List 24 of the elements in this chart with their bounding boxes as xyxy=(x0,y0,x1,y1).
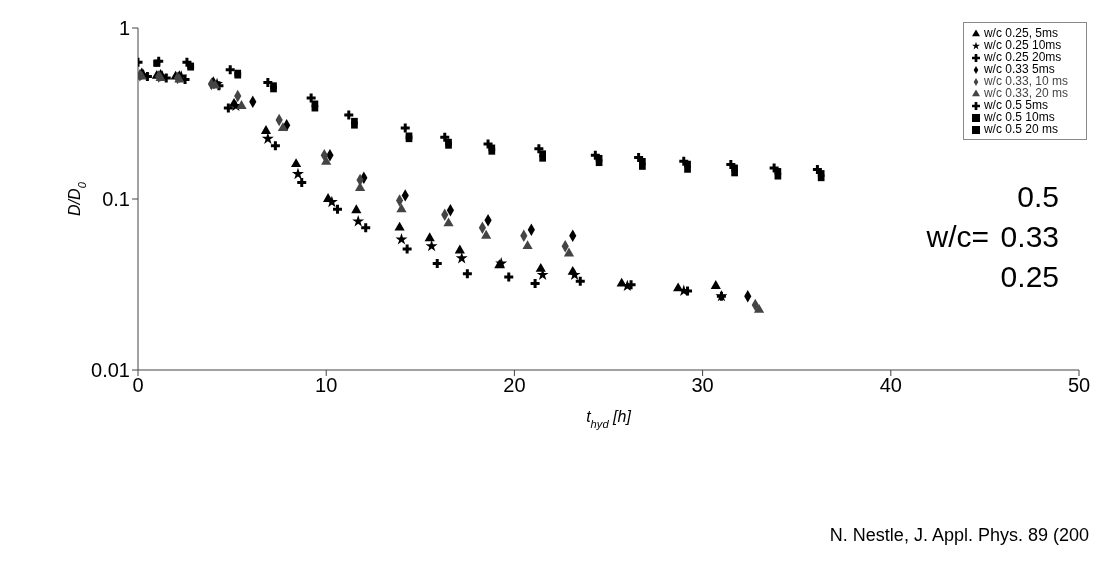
legend-label: w/c 0.33 5ms xyxy=(983,62,1055,76)
legend-label: w/c 0.33, 10 ms xyxy=(983,74,1068,88)
y-tick-label: 0.01 xyxy=(91,359,130,382)
annotation: 0.33 xyxy=(1000,220,1059,254)
x-tick-label: 30 xyxy=(691,374,714,397)
x-tick-label: 0 xyxy=(132,374,144,397)
legend-label: w/c 0.25 20ms xyxy=(983,50,1062,64)
annotation: w/c= xyxy=(926,220,989,254)
x-tick-label: 50 xyxy=(1067,374,1091,397)
x-tick-label: 20 xyxy=(503,374,526,397)
text: N. Nestle, J. Appl. Phys. 89 (200 xyxy=(829,525,1089,546)
x-axis-title: t$_{hyd}$ [h] xyxy=(586,408,632,430)
x-tick-label: 40 xyxy=(879,374,902,397)
legend-label: w/c 0.5 20 ms xyxy=(983,122,1058,136)
legend-label: w/c 0.25, 5ms xyxy=(983,26,1058,40)
legend-label: w/c 0.33, 20 ms xyxy=(983,86,1068,100)
annotation: 0.5 xyxy=(1017,180,1059,214)
x-tick-label: 10 xyxy=(315,374,338,397)
legend-label: w/c 0.5 10ms xyxy=(983,110,1055,124)
y-tick-label: 0.1 xyxy=(102,188,130,211)
y-tick-label: 1 xyxy=(118,17,130,40)
legend-label: w/c 0.25 10ms xyxy=(983,38,1062,52)
annotation: 0.25 xyxy=(1000,260,1059,294)
legend-label: w/c 0.5 5ms xyxy=(983,98,1048,112)
